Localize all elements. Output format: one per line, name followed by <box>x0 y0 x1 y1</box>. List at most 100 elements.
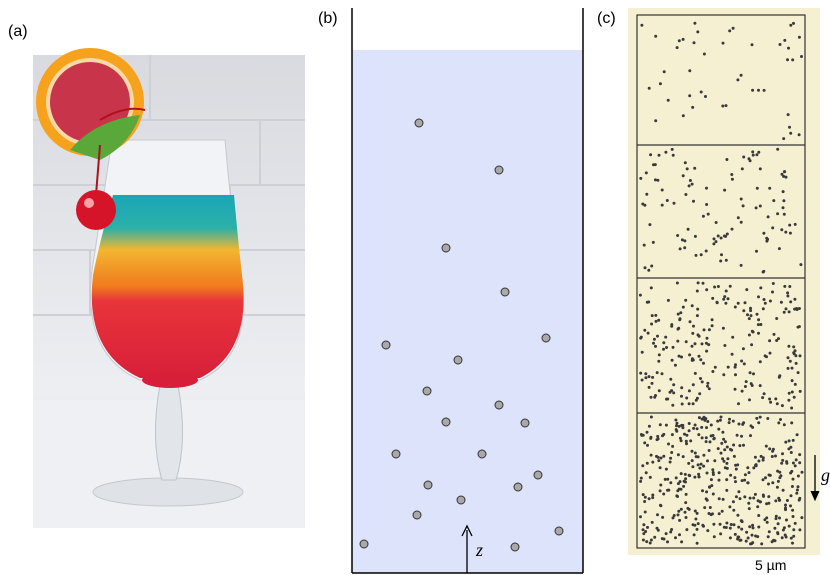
dot <box>696 333 700 337</box>
dot <box>777 375 781 379</box>
dot <box>733 387 737 391</box>
dot <box>784 175 788 179</box>
dot <box>739 538 743 542</box>
dot <box>771 226 775 230</box>
dot <box>714 221 718 224</box>
dot <box>776 522 780 526</box>
dot <box>676 339 680 343</box>
dot <box>794 458 798 462</box>
dot <box>780 536 784 540</box>
dot <box>665 346 668 349</box>
dot <box>768 186 772 190</box>
dot <box>756 323 760 327</box>
dot <box>679 472 683 476</box>
dot <box>716 419 720 423</box>
dot <box>666 540 669 544</box>
dot <box>678 318 682 322</box>
dot <box>762 231 766 235</box>
dot <box>722 459 726 463</box>
particle <box>423 480 433 490</box>
dot <box>664 335 668 339</box>
dot <box>650 314 654 318</box>
dot <box>711 492 715 496</box>
dot <box>797 325 801 329</box>
dot <box>743 385 747 388</box>
dot <box>693 423 697 427</box>
dot <box>644 471 648 475</box>
dot <box>773 539 777 543</box>
dot <box>759 500 762 504</box>
dot <box>782 174 786 178</box>
dot <box>779 418 782 421</box>
dot <box>789 536 793 540</box>
dot <box>709 478 713 482</box>
dot <box>645 430 649 434</box>
dot <box>643 441 647 445</box>
dot <box>721 41 725 45</box>
dot <box>651 240 655 244</box>
dot <box>775 485 779 489</box>
dot <box>792 528 796 532</box>
dot <box>705 490 709 494</box>
dot <box>793 464 797 468</box>
dot <box>685 167 689 171</box>
dot <box>783 170 787 174</box>
dot <box>778 43 782 46</box>
dot <box>681 305 685 309</box>
dot <box>656 178 660 182</box>
dot <box>793 297 797 301</box>
dot <box>651 493 655 497</box>
dot <box>726 457 730 461</box>
dot <box>702 415 706 419</box>
dot <box>683 239 687 243</box>
dot <box>664 423 668 427</box>
dot <box>740 389 744 393</box>
dot <box>662 347 665 351</box>
dot <box>646 331 650 335</box>
dot <box>711 471 715 474</box>
dot <box>696 522 700 526</box>
dot <box>674 418 678 422</box>
dot <box>777 421 781 425</box>
dot <box>702 464 706 468</box>
dot <box>791 508 795 512</box>
dot <box>684 501 688 505</box>
dot <box>750 343 754 347</box>
dot <box>639 476 643 480</box>
dot <box>674 476 678 480</box>
dot <box>653 178 657 182</box>
dot <box>690 459 694 463</box>
dot <box>782 526 786 530</box>
dot <box>765 236 769 240</box>
dot <box>754 206 758 210</box>
dot <box>741 347 745 351</box>
dot <box>721 497 725 501</box>
dot <box>670 528 674 531</box>
dot <box>736 301 740 305</box>
dot <box>671 444 675 448</box>
dot <box>641 493 645 497</box>
dot <box>755 249 758 253</box>
dot <box>798 453 802 457</box>
dot <box>749 309 753 313</box>
dot <box>649 538 653 542</box>
dot <box>746 466 750 470</box>
dot <box>772 332 776 336</box>
dot <box>650 264 654 268</box>
dot <box>787 46 790 50</box>
dot <box>701 489 704 493</box>
dot <box>751 523 755 527</box>
dot <box>757 514 761 517</box>
dot <box>683 510 687 514</box>
dot <box>661 515 665 519</box>
dot <box>677 487 681 491</box>
dot <box>716 447 720 451</box>
dot <box>698 466 702 470</box>
dot <box>702 453 706 457</box>
dot <box>641 464 645 468</box>
dot <box>654 313 658 317</box>
dot <box>761 478 765 482</box>
dot <box>649 395 653 399</box>
dot <box>771 290 774 294</box>
dot <box>690 344 694 348</box>
